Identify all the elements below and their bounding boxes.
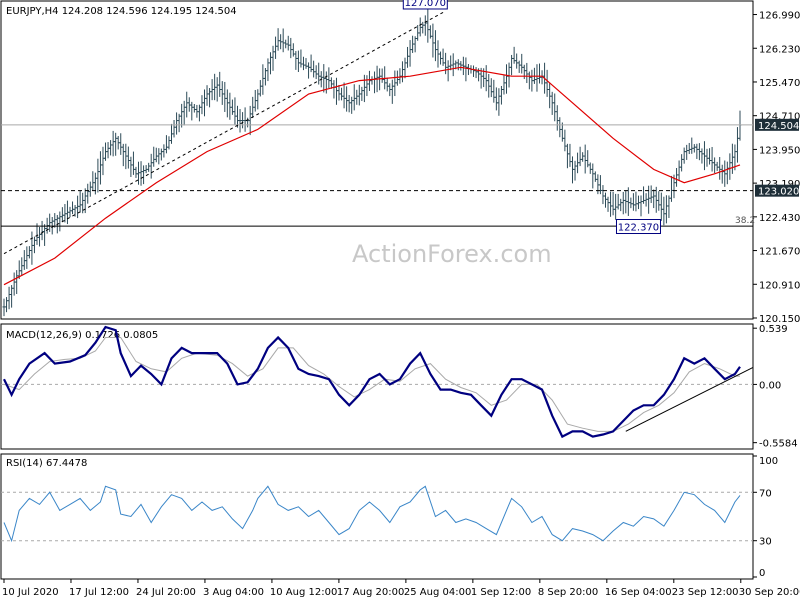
macd-panel-frame (0, 323, 754, 450)
level-label: 123.020 (758, 187, 799, 198)
rsi-tick-label: 30 (759, 537, 772, 548)
time-axis: 10 Jul 2020 17 Jul 12:00 24 Jul 20:00 3 Aug… (2, 579, 800, 598)
price-panel: EURJPY,H4 124.208 124.596 124.195 124.50… (0, 0, 800, 325)
time-tick-label: 16 Sep 04:00 (605, 587, 672, 598)
price-tick-label: 123.190 (759, 179, 800, 190)
level-label: 124.504 (758, 121, 799, 132)
rsi-axis: 100 70 30 0 (753, 455, 778, 579)
level-label-box (755, 184, 799, 197)
time-tick-label: 23 Sep 12:00 (672, 587, 739, 598)
annotation-box (615, 219, 661, 235)
macd-tick-label: 0.00 (759, 380, 781, 391)
price-tick-label: 126.990 (759, 11, 800, 22)
rsi-title: RSI(14) 67.4478 (6, 458, 87, 469)
price-tick-label: 122.430 (759, 213, 800, 224)
price-bars (2, 8, 742, 317)
time-tick-label: 24 Jul 20:00 (136, 587, 196, 598)
level-label: 38.2 (735, 216, 755, 226)
time-tick-label: 1 Sep 12:00 (471, 587, 531, 598)
macd-signal-line (3, 337, 740, 432)
price-tick-label: 123.950 (759, 145, 800, 156)
rsi-panel: RSI(14) 67.4478 100 70 30 0 (0, 453, 778, 580)
watermark: ActionForex.com (352, 240, 552, 268)
price-tick-label: 126.230 (759, 44, 800, 55)
macd-tick-label: -0.5584 (759, 439, 798, 450)
annotation-box (402, 0, 448, 10)
price-tick-label: 124.710 (759, 112, 800, 123)
rsi-tick-label: 0 (759, 568, 765, 579)
level-label-box (755, 118, 799, 131)
time-tick-label: 25 Aug 04:00 (404, 587, 471, 598)
price-title: EURJPY,H4 124.208 124.596 124.195 124.50… (6, 6, 237, 17)
price-tick-label: 121.670 (759, 247, 800, 258)
time-tick-label: 3 Aug 04:00 (203, 587, 264, 598)
macd-axis: 0.539 0.00 -0.5584 (753, 324, 798, 450)
time-tick-label: 17 Jul 12:00 (69, 587, 129, 598)
annotation-label: 122.370 (618, 223, 659, 234)
macd-tick-label: 0.539 (759, 324, 788, 335)
price-tick-label: 125.470 (759, 78, 800, 89)
annotation-label: 127.070 (405, 0, 446, 9)
rsi-tick-label: 100 (759, 456, 778, 467)
price-tick-label: 120.150 (759, 314, 800, 325)
time-tick-label: 17 Aug 20:00 (337, 587, 404, 598)
rsi-lines (1, 485, 753, 543)
price-tick-label: 120.910 (759, 280, 800, 291)
time-tick-label: 10 Jul 2020 (2, 587, 59, 598)
rsi-tick-label: 70 (759, 488, 772, 499)
macd-panel: MACD(12,26,9) 0.1726 0.0805 0.539 0.00 -0.… (0, 323, 798, 450)
price-axis: 126.990 126.230 125.470 124.710 123.950 123.1… (735, 11, 800, 325)
moving-average-line (3, 66, 741, 286)
macd-trendline (625, 367, 754, 432)
rsi-panel-frame (0, 453, 754, 580)
time-tick-label: 30 Sep 20:00 (739, 587, 800, 598)
time-tick-label: 10 Aug 12:00 (270, 587, 337, 598)
price-panel-frame (0, 0, 754, 320)
time-tick-label: 8 Sep 20:00 (538, 587, 598, 598)
rsi-line (3, 485, 741, 543)
macd-lines (1, 325, 754, 439)
macd-line (3, 325, 741, 439)
macd-title: MACD(12,26,9) 0.1726 0.0805 (6, 330, 158, 341)
price-overlays: 127.070 122.370 (1, 0, 753, 286)
